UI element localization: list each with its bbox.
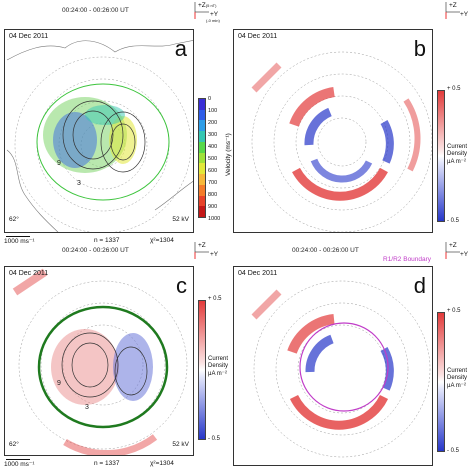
time-range-a: 00:24:00 - 00:26:00 UT [62,7,129,14]
current-top-c: + 0.5 [208,296,222,302]
velocity-tick-label: 700 [208,180,218,186]
chi-label-a: χ²=1304 [150,237,174,244]
time-range-d: 00:24:00 - 00:26:00 UT [292,247,359,254]
velocity-color-segment [199,141,205,153]
current-colorbar-b [437,90,445,222]
axis-z-label-c: +Z [198,242,206,249]
axis-y-label-c: +Y [210,251,219,258]
axes-glyph-b [445,2,460,19]
panel-d: d 04 Dec 2011 [233,266,433,466]
axis-y-unit-a: (-0 min) [206,18,220,23]
velocity-tick-label: 100 [208,108,218,114]
velocity-title: Velocity (ms⁻¹) [225,133,232,176]
current-unit-d: μA m⁻² [447,383,466,389]
axis-z-label-b: +Z [449,2,457,9]
current-title1-d: Current [447,368,468,374]
panel-letter-a: a [174,36,187,61]
date-c: 04 Dec 2011 [9,270,49,277]
svg-text:3: 3 [85,404,89,411]
velocity-color-segment [199,131,205,142]
velocity-color-segment [199,206,205,218]
velocity-color-segment [199,120,205,132]
current-bottom-b: - 0.5 [447,218,460,224]
svg-text:9: 9 [57,160,61,167]
scale-label-c: 1000 ms⁻¹ [4,461,35,468]
axis-y-label-b: +Y [460,11,469,18]
current-title2-d: Density [447,375,468,381]
scale-label-a: 1000 ms⁻¹ [4,238,35,245]
panel-a: 3 9 a 04 Dec 2011 62° 52 kV [4,29,194,233]
current-colorbar-d [437,312,445,452]
boundary-label-d: R1/R2 Boundary [383,256,432,263]
svg-text:9: 9 [57,380,61,387]
velocity-color-segment [199,163,205,175]
date-b: 04 Dec 2011 [238,33,278,40]
axis-y-label-a: +Y [210,11,219,18]
velocity-tick-label: 800 [208,192,218,198]
axis-z-label-d: +Z [449,242,457,249]
current-unit-c: μA m⁻² [208,371,227,377]
current-vector-map-c: 3 9 [12,268,188,455]
current-bottom-d: - 0.5 [447,448,460,454]
kv-label-a: 52 kV [172,216,189,223]
current-colorbar-c [198,300,206,440]
current-title1-b: Current [447,144,468,150]
velocity-tick-label: 400 [208,144,218,150]
kv-label-c: 52 kV [172,441,189,448]
velocity-color-segment [199,99,205,110]
panel-letter-d: d [413,273,426,298]
current-blocks-b [251,62,421,201]
time-range-c: 00:24:00 - 00:26:00 UT [62,247,129,254]
velocity-color-segment [199,195,205,207]
velocity-color-segment [199,184,205,196]
n-label-a: n = 1337 [94,237,120,244]
velocity-tick-label: 0 [208,96,212,102]
date-d: 04 Dec 2011 [238,270,278,277]
panel-b: b 04 Dec 2011 [233,29,433,233]
chi-label-c: χ²=1304 [150,460,174,467]
velocity-tick-label: 500 [208,156,218,162]
map-a: 3 9 [6,40,193,232]
scale-bar-a [6,236,30,237]
scale-bar-c [6,459,30,460]
date-a: 04 Dec 2011 [9,33,49,40]
axes-glyph-a [194,2,209,19]
velocity-tick-label: 300 [208,132,218,138]
velocity-tick-label: 200 [208,120,218,126]
axes-glyph-c [194,242,209,259]
current-map-b [251,51,432,232]
panel-letter-b: b [413,36,426,61]
n-label-c: n = 1337 [94,460,120,467]
velocity-tick-label: 1000 [208,216,221,222]
current-title2-c: Density [208,363,229,369]
axis-z-label-a: +Z(5 nT) [198,2,217,9]
svg-text:3: 3 [77,180,81,187]
axis-y-label-d: +Y [460,251,469,258]
current-bottom-c: - 0.5 [208,436,221,442]
latitude-label-c: 62° [9,441,19,448]
current-unit-b: μA m⁻² [447,159,466,165]
current-top-b: + 0.5 [447,86,461,92]
velocity-tick-label: 900 [208,204,218,210]
latitude-label-a: 62° [9,216,19,223]
axes-glyph-d [445,242,460,259]
panel-c: 3 9 c 04 Dec 2011 62° 52 kV [4,266,194,456]
panel-letter-c: c [176,273,187,298]
velocity-color-segment [199,152,205,164]
current-top-d: + 0.5 [447,308,461,314]
current-map-d [251,280,431,458]
velocity-tick-label: 600 [208,168,218,174]
current-title1-c: Current [208,356,229,362]
current-title2-b: Density [447,151,468,157]
velocity-color-segment [199,109,205,121]
velocity-color-segment [199,174,205,185]
velocity-colorbar [198,98,206,218]
